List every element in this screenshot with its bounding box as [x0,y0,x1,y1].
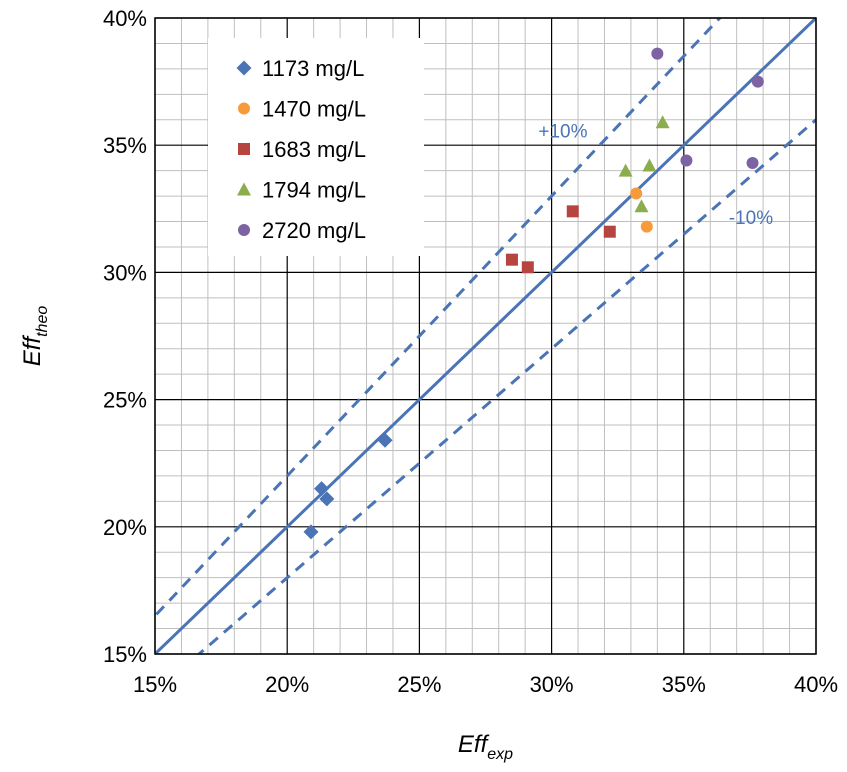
y-axis-title-subscript: theo [34,306,51,337]
data-point-series-1 [377,432,393,448]
legend-marker-series-3 [238,143,250,155]
data-point-series-1 [303,524,319,540]
plot-border [154,17,817,655]
data-point-series-2 [630,187,643,200]
data-point-series-1 [319,491,335,507]
legend-marker-series-1 [236,60,252,76]
reference-line-1to1 [155,18,816,654]
y-tick-label: 20% [103,515,147,540]
data-points [303,47,764,540]
x-tick-label: 25% [397,672,441,697]
y-tick-label: 15% [103,642,147,667]
data-point-series-4 [634,199,649,213]
data-point-series-3 [521,261,534,274]
x-axis-title-subscript: exp [487,746,513,763]
x-tick-label: 35% [662,672,706,697]
legend-label-series-4: 1794 mg/L [262,178,366,203]
legend-marker-series-2 [238,102,250,115]
x-tick-label: 15% [133,672,177,697]
data-point-series-1 [314,481,330,497]
legend: 1173 mg/L 1470 mg/L 1683 mg/L 1794 mg/L 2720… [208,38,424,256]
reference-label-minus10: -10% [729,208,773,229]
data-point-series-3 [566,205,579,218]
data-point-series-4 [618,163,633,177]
y-tick-label: 40% [103,6,147,31]
data-point-series-2 [640,220,653,233]
reference-line-minus10 [196,117,816,654]
legend-label-series-3: 1683 mg/L [262,137,366,162]
data-point-series-5 [746,157,759,170]
data-point-series-5 [651,47,664,60]
data-point-series-3 [505,253,518,266]
x-tick-label: 40% [794,672,838,697]
legend-label-series-5: 2720 mg/L [262,218,366,243]
legend-marker-series-4 [237,182,251,196]
y-tick-label: 25% [103,388,147,413]
data-point-series-5 [680,154,693,167]
x-tick-label: 30% [530,672,574,697]
reference-label-plus10: +10% [538,122,587,143]
data-point-series-4 [642,158,657,172]
legend-marker-series-5 [238,224,250,236]
data-point-series-4 [655,115,670,129]
data-point-series-5 [751,75,764,88]
y-axis-title: Efftheo [19,306,51,367]
legend-label-series-1: 1173 mg/L [262,56,364,81]
y-tick-label: 30% [103,260,147,285]
data-point-series-3 [603,225,616,238]
legend-label-series-2: 1470 mg/L [262,97,366,122]
x-tick-label: 20% [265,672,309,697]
x-axis-title: Effexp [458,731,513,763]
y-tick-label: 35% [103,133,147,158]
